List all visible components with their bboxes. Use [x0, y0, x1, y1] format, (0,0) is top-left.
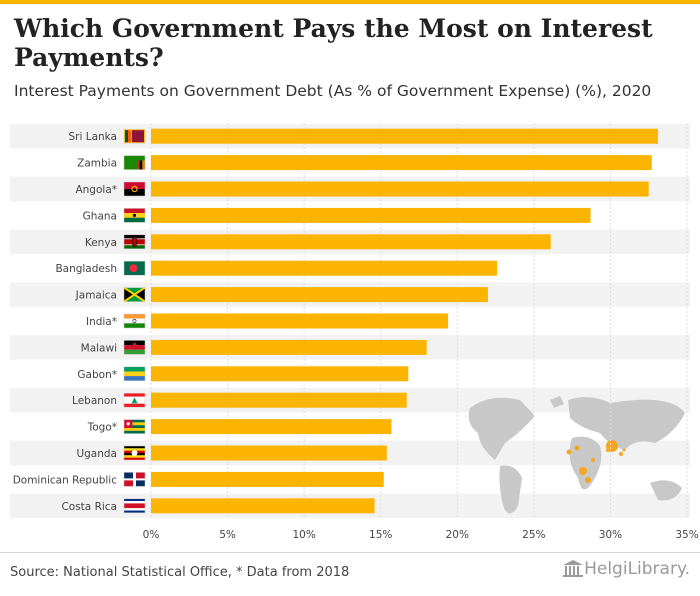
india-flag-icon — [123, 313, 146, 329]
bar[interactable] — [151, 498, 375, 514]
x-tick-label: 10% — [292, 529, 315, 541]
chart-subtitle: Interest Payments on Government Debt (As… — [14, 82, 652, 100]
bar[interactable] — [151, 313, 449, 329]
category-label: Gabon* — [77, 369, 117, 381]
category-label: Jamaica — [75, 290, 117, 302]
category-label: Ghana — [83, 210, 117, 222]
bar[interactable] — [151, 339, 427, 355]
category-label: Kenya — [85, 237, 117, 249]
category-label: Malawi — [81, 342, 117, 354]
bar[interactable] — [151, 419, 392, 435]
jamaica-flag-icon — [123, 286, 146, 303]
world-map-icon — [468, 396, 685, 514]
dominican-republic-flag-icon — [123, 472, 146, 487]
bar[interactable] — [151, 207, 591, 223]
x-tick-label: 20% — [446, 529, 469, 541]
chart-title: Which Government Pays the Most on Intere… — [14, 14, 653, 72]
category-label: Zambia — [77, 158, 117, 170]
x-tick-label: 25% — [522, 529, 545, 541]
footer-divider — [0, 552, 700, 553]
category-label: Uganda — [76, 448, 117, 460]
bar[interactable] — [151, 260, 498, 276]
zambia-flag-icon — [123, 155, 146, 170]
togo-flag-icon — [123, 419, 146, 434]
logo-text: HelgiLibrary. — [584, 559, 690, 579]
category-label: India* — [86, 316, 117, 328]
helgi-library-logo[interactable]: HelgiLibrary. — [562, 559, 690, 579]
category-label: Togo* — [87, 422, 117, 434]
bar[interactable] — [151, 287, 488, 303]
bar-chart: 0% 5% 10% 15% 20% 25% 30% 35% Sri Lanka Zambia Ang… — [10, 123, 699, 541]
lebanon-flag-icon — [123, 392, 146, 408]
bar[interactable] — [151, 366, 409, 382]
source-note: Source: National Statistical Office, * D… — [10, 565, 350, 580]
bar[interactable] — [151, 471, 384, 487]
x-tick-label: 5% — [219, 529, 236, 541]
bar[interactable] — [151, 234, 551, 250]
category-label: Bangladesh — [55, 263, 117, 275]
sri-lanka-flag-icon — [123, 128, 146, 144]
category-label: Costa Rica — [61, 501, 117, 513]
x-tick-label: 35% — [675, 529, 698, 541]
x-tick-label: 0% — [143, 529, 160, 541]
bar[interactable] — [151, 181, 649, 197]
angola-flag-icon — [123, 181, 146, 197]
category-label: Angola* — [75, 184, 117, 196]
gabon-flag-icon — [123, 366, 146, 382]
bar[interactable] — [151, 392, 407, 408]
bar[interactable] — [151, 155, 652, 171]
top-accent-bar — [0, 0, 700, 4]
costa-rica-flag-icon — [123, 498, 146, 514]
category-label: Lebanon — [72, 395, 117, 407]
bar[interactable] — [151, 128, 658, 144]
malawi-flag-icon — [123, 340, 146, 355]
ghana-flag-icon — [123, 208, 146, 223]
category-label: Sri Lanka — [68, 131, 117, 143]
bangladesh-flag-icon — [123, 260, 146, 276]
x-tick-label: 30% — [599, 529, 622, 541]
kenya-flag-icon — [123, 234, 146, 250]
bar[interactable] — [151, 445, 387, 461]
library-building-icon — [563, 560, 584, 577]
uganda-flag-icon — [123, 445, 146, 461]
x-tick-label: 15% — [369, 529, 392, 541]
category-label: Dominican Republic — [13, 474, 118, 486]
